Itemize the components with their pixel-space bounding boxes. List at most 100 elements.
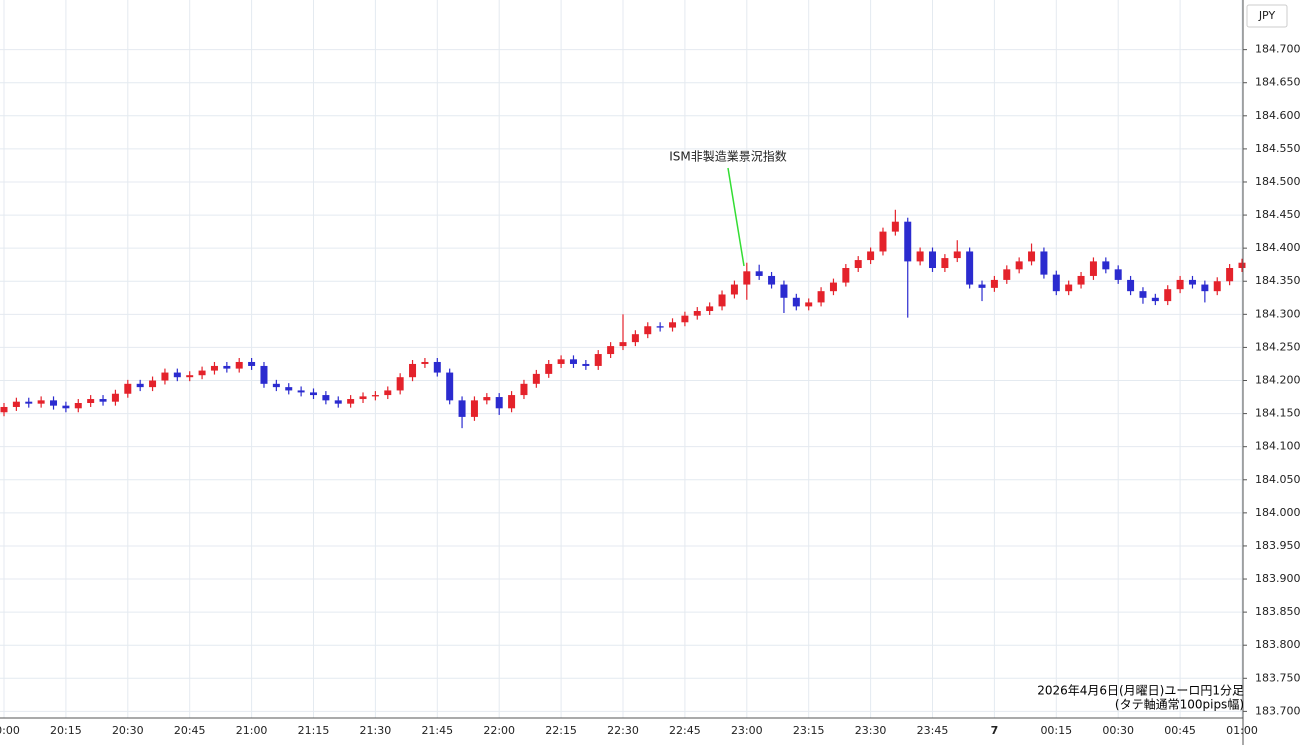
candle-body <box>136 383 144 388</box>
candle-body <box>508 395 516 409</box>
candle-body <box>532 373 540 384</box>
candle-body <box>545 363 553 374</box>
candle-body <box>1015 261 1023 270</box>
candle-body <box>37 400 45 404</box>
candle-body <box>681 315 689 323</box>
candle-body <box>1102 261 1110 270</box>
candle-body <box>656 326 664 328</box>
candles <box>0 209 1246 429</box>
candle-body <box>1089 261 1097 276</box>
candle-body <box>0 406 8 413</box>
candle-body <box>768 275 776 285</box>
y-tick-label: 184.000 <box>1255 506 1300 519</box>
x-tick-label: 23:15 <box>793 724 825 737</box>
candle-body <box>297 390 305 393</box>
y-tick-label: 184.500 <box>1255 175 1300 188</box>
y-tick-label: 184.600 <box>1255 109 1300 122</box>
y-tick-label: 183.750 <box>1255 671 1300 684</box>
x-tick-label: 7 <box>991 724 999 737</box>
candle-body <box>149 380 157 388</box>
y-tick-label: 184.100 <box>1255 440 1300 453</box>
x-tick-label: 23:00 <box>731 724 763 737</box>
y-tick-label: 183.950 <box>1255 539 1300 552</box>
candle-body <box>1151 297 1159 302</box>
unit-box <box>1246 4 1288 28</box>
candle-body <box>904 221 912 262</box>
y-tick-label: 184.250 <box>1255 340 1300 353</box>
note: (タテ軸通常100pips幅) <box>1115 697 1244 712</box>
candle-body <box>334 400 342 404</box>
candle-body <box>12 401 20 407</box>
candle-body <box>669 322 677 328</box>
candle-body <box>631 334 639 343</box>
candle-body <box>384 390 392 396</box>
y-tick-label: 183.800 <box>1255 638 1300 651</box>
x-tick-label: 01:00 <box>1226 724 1258 737</box>
candle-body <box>421 361 429 364</box>
candle-body <box>953 251 961 259</box>
x-tick-label: 20:15 <box>50 724 82 737</box>
annotation-arrow <box>727 167 745 267</box>
candle-body <box>1213 281 1221 292</box>
candle-body <box>1114 269 1122 280</box>
x-tick-label: 22:30 <box>607 724 639 737</box>
candle-body <box>594 354 602 366</box>
y-tick-label: 184.550 <box>1255 142 1300 155</box>
candle-body <box>371 395 379 397</box>
candle-body <box>124 383 132 394</box>
candle-body <box>25 401 33 404</box>
x-tick-label: 21:45 <box>421 724 453 737</box>
candle-body <box>409 363 417 378</box>
candle-body <box>322 395 330 401</box>
x-tick-label: 22:00 <box>483 724 515 737</box>
candle-body <box>607 346 615 355</box>
x-tick-label: 23:45 <box>917 724 949 737</box>
candle-body <box>792 297 800 307</box>
candle-body <box>879 231 887 252</box>
x-tick-label: 21:15 <box>298 724 330 737</box>
candle-body <box>173 372 181 378</box>
x-tick-label: 21:30 <box>360 724 392 737</box>
candle-body <box>520 383 528 396</box>
note: 2026年4月6日(月曜日)ユーロ円1分足 <box>1037 684 1244 698</box>
candle-body <box>706 306 714 312</box>
candle-body <box>817 291 825 303</box>
candle-body <box>111 393 119 402</box>
candle-body <box>272 383 280 388</box>
candle-body <box>978 284 986 288</box>
candle-body <box>186 375 194 378</box>
candle-body <box>1188 279 1196 285</box>
candle-body <box>433 361 441 373</box>
candle-body <box>483 397 491 401</box>
x-tick-label: 00:15 <box>1040 724 1072 737</box>
candle-body <box>495 397 503 409</box>
candle-body <box>1238 262 1246 269</box>
candle-body <box>1139 291 1147 298</box>
candle-body <box>619 342 627 347</box>
candle-body <box>966 251 974 285</box>
x-tick-label: 22:15 <box>545 724 577 737</box>
candle-body <box>1065 284 1073 292</box>
candle-body <box>198 370 206 376</box>
candle-body <box>470 400 478 417</box>
candle-body <box>842 268 850 283</box>
candle-body <box>347 399 355 404</box>
grid <box>0 0 1243 718</box>
candle-body <box>99 399 107 402</box>
candle-body <box>359 396 367 400</box>
candle-body <box>260 365 268 384</box>
annotation: ISM非製造業景況指数 <box>669 149 787 164</box>
candle-body <box>1028 251 1036 262</box>
candle-body <box>1040 251 1048 275</box>
y-tick-label: 184.200 <box>1255 374 1300 387</box>
candle-body <box>805 302 813 307</box>
candle-body <box>743 271 751 285</box>
candle-body <box>285 387 293 391</box>
candle-body <box>569 359 577 364</box>
candle-body <box>310 392 317 396</box>
candle-body <box>74 403 82 409</box>
candle-body <box>1077 275 1085 285</box>
candle-body <box>248 361 256 366</box>
x-tick-label: 00:45 <box>1164 724 1196 737</box>
